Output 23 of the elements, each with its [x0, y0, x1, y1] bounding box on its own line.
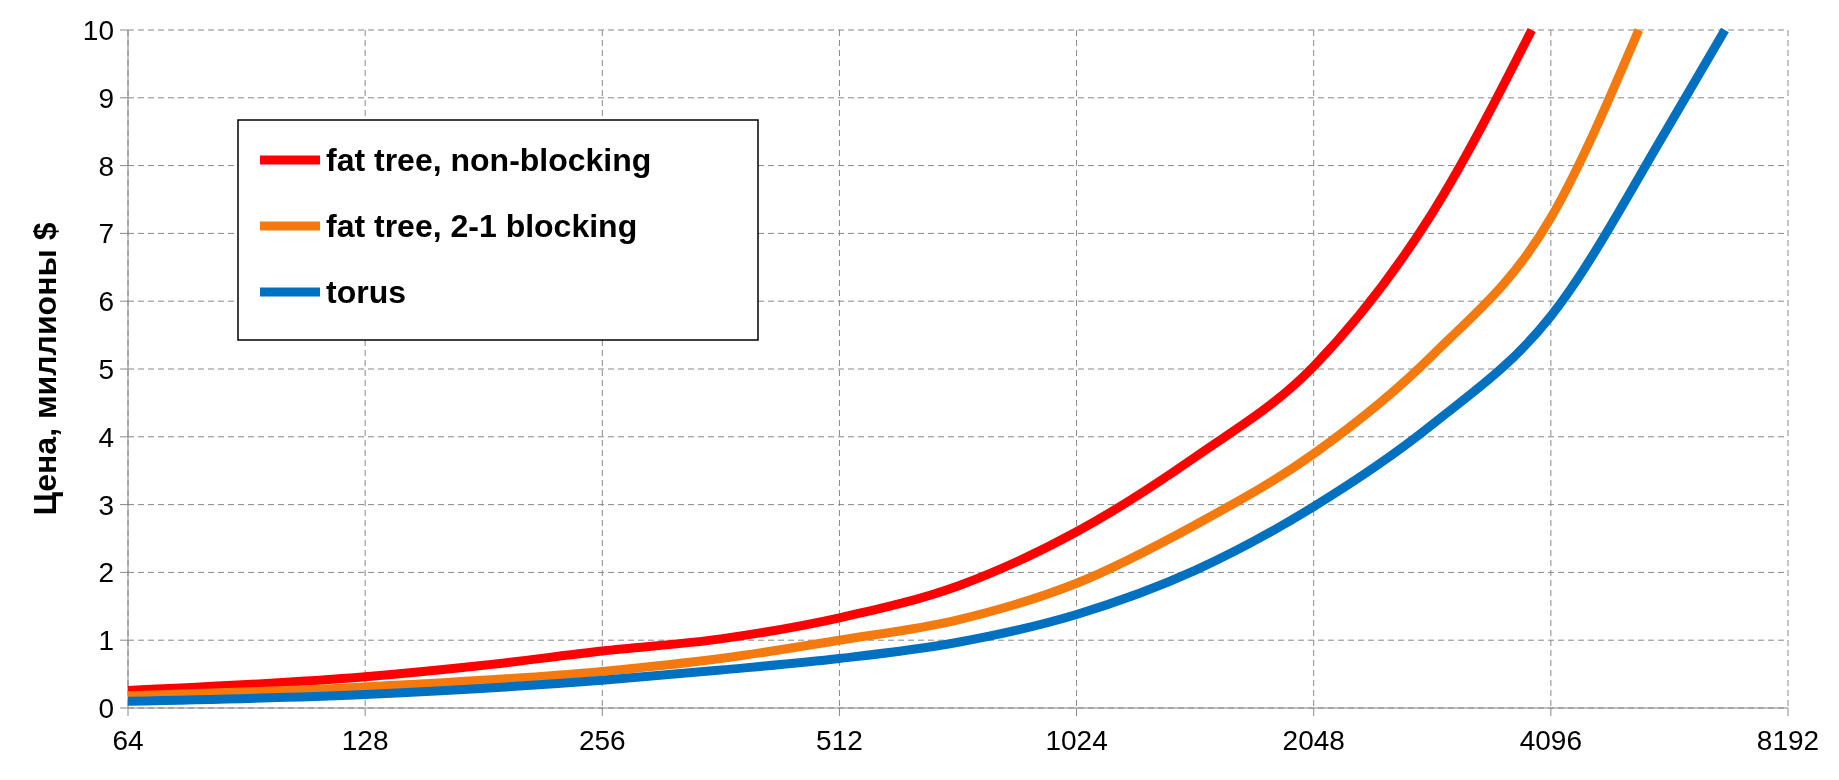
legend-label: torus: [326, 274, 406, 310]
y-tick-label: 10: [82, 15, 114, 46]
y-tick-label: 2: [98, 557, 114, 589]
x-tick-label: 512: [816, 725, 863, 756]
y-tick-label: 3: [98, 489, 114, 521]
x-tick-label: 8192: [1756, 725, 1820, 756]
y-tick-label: 9: [98, 82, 114, 114]
legend-label: fat tree, 2-1 blocking: [326, 208, 638, 244]
y-tick-label: 4: [98, 421, 114, 453]
x-tick-label: 64: [112, 725, 144, 756]
y-tick-label: 0: [98, 693, 114, 724]
x-tick-label: 4096: [1519, 725, 1583, 756]
x-tick-label: 256: [578, 725, 626, 756]
y-tick-label: 5: [98, 354, 114, 385]
y-tick-label: 8: [98, 150, 114, 182]
x-tick-label: 1024: [1045, 725, 1108, 756]
x-tick-label: 2048: [1282, 725, 1345, 756]
y-tick-label: 7: [98, 218, 114, 250]
y-tick-label: 1: [98, 625, 114, 657]
legend-label: fat tree, non-blocking: [326, 142, 652, 178]
y-axis-title: Цена, миллионы $: [27, 222, 63, 516]
x-tick-label: 128: [341, 725, 389, 756]
y-tick-label: 6: [98, 286, 114, 318]
